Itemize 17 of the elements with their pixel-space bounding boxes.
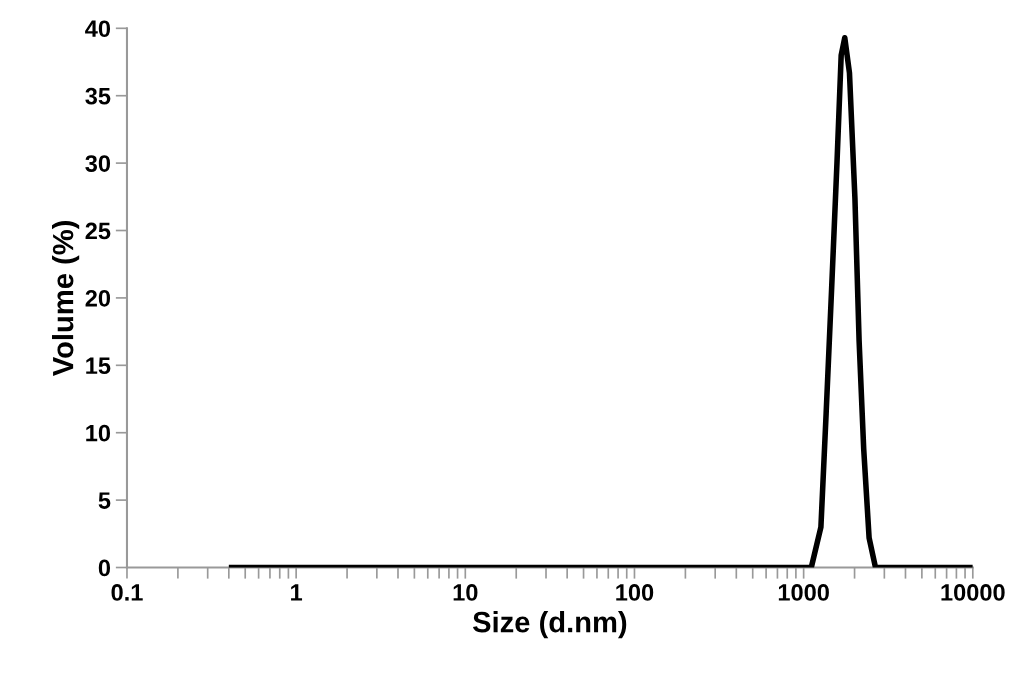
x-tick-label: 1 <box>291 584 303 601</box>
y-tick-label: 0 <box>98 559 111 577</box>
y-tick-label: 25 <box>85 222 111 240</box>
y-tick-label: 15 <box>86 357 111 375</box>
x-tick-label: 10000 <box>941 584 1005 601</box>
x-tick-label: 10 <box>453 584 478 601</box>
y-tick-label: 5 <box>98 492 111 509</box>
y-tick-label: 40 <box>85 20 111 38</box>
y-axis-title: Volume (%) <box>52 221 80 377</box>
x-tick-label: 100 <box>616 584 654 601</box>
y-tick-label: 20 <box>85 289 111 307</box>
y-tick-label: 30 <box>85 155 111 172</box>
y-tick-label: 35 <box>85 87 111 105</box>
x-tick-label: 1000 <box>778 584 829 601</box>
x-axis-title: Size (d.nm) <box>472 611 627 639</box>
y-tick-label: 10 <box>86 424 111 442</box>
x-tick-label: 0.1 <box>111 584 143 601</box>
